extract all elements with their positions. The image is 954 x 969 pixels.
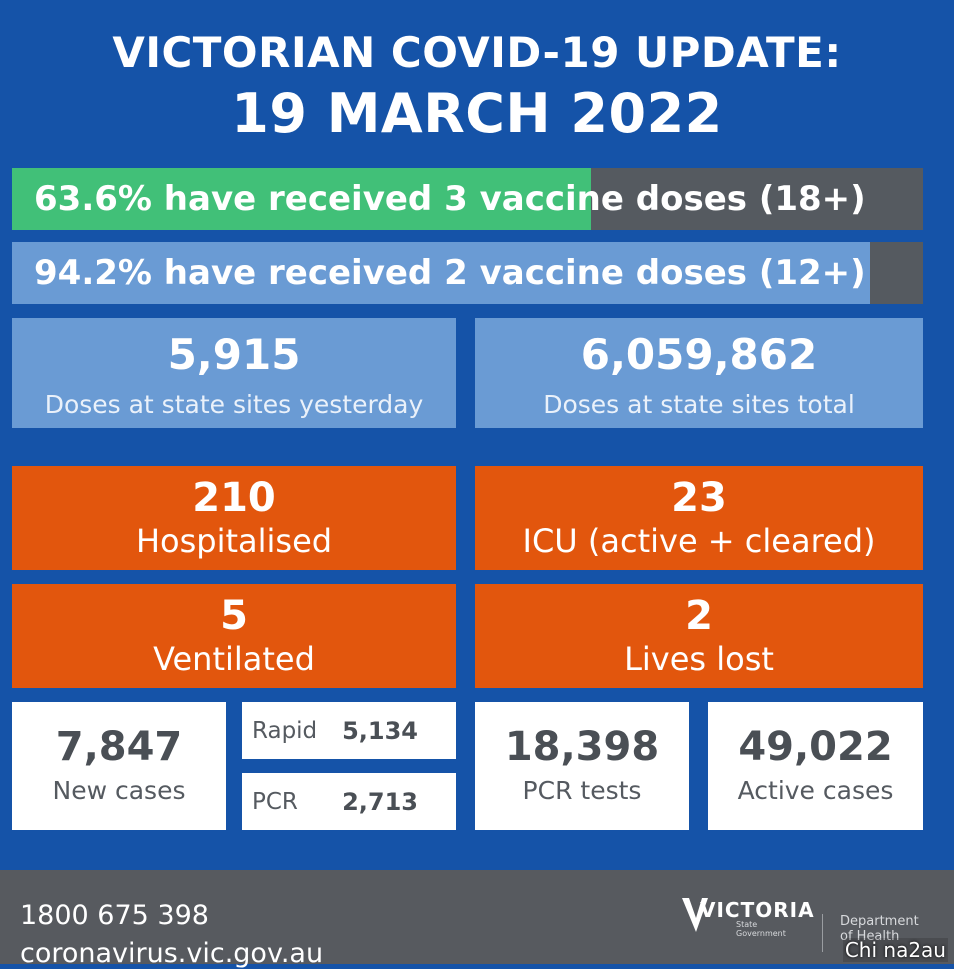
two-dose-progress-fill — [12, 242, 871, 304]
hospitalised-value: 210 — [192, 475, 276, 521]
two-dose-label: 94.2% have received 2 vaccine doses (12+… — [34, 253, 866, 293]
active-cases-label: Active cases — [737, 776, 894, 805]
doses-yesterday-value: 5,915 — [167, 330, 301, 379]
icu-value: 23 — [671, 475, 727, 521]
ventilated-panel: 5 Ventilated — [12, 584, 456, 688]
rapid-tests-panel: Rapid 5,134 — [242, 702, 456, 759]
doses-total-value: 6,059,862 — [580, 330, 818, 379]
pcr-label: PCR — [252, 788, 298, 815]
pcr-value: 2,713 — [342, 787, 418, 816]
website-link[interactable]: coronavirus.vic.gov.au — [20, 938, 324, 969]
footer: 1800 675 398 coronavirus.vic.gov.au VICT… — [0, 870, 954, 969]
department-line-1: Department — [840, 914, 919, 929]
two-dose-progress-bar: 94.2% have received 2 vaccine doses (12+… — [12, 242, 923, 304]
new-cases-label: New cases — [52, 776, 186, 805]
active-cases-value: 49,022 — [738, 724, 893, 770]
doses-total-panel: 6,059,862 Doses at state sites total — [475, 318, 923, 428]
active-cases-panel: 49,022 Active cases — [708, 702, 923, 830]
doses-total-label: Doses at state sites total — [543, 390, 855, 419]
icu-label: ICU (active + cleared) — [522, 522, 876, 560]
lives-lost-panel: 2 Lives lost — [475, 584, 923, 688]
department-of-health-logo: Department of Health — [840, 914, 919, 944]
pcr-tests-panel: 18,398 PCR tests — [475, 702, 689, 830]
pcr-tests-value: 18,398 — [504, 724, 660, 770]
ventilated-value: 5 — [220, 593, 248, 639]
new-cases-panel: 7,847 New cases — [12, 702, 226, 830]
victoria-logo: VICTORIA State Government — [680, 894, 814, 938]
phone-number: 1800 675 398 — [20, 900, 209, 931]
rapid-label: Rapid — [252, 717, 318, 744]
lives-lost-label: Lives lost — [624, 640, 774, 678]
lives-lost-value: 2 — [685, 593, 713, 639]
pcr-cases-panel: PCR 2,713 — [242, 773, 456, 830]
title-line-1: VICTORIAN COVID-19 UPDATE: — [112, 28, 842, 77]
logo-subtext-state: State — [736, 920, 758, 929]
icu-panel: 23 ICU (active + cleared) — [475, 466, 923, 570]
title-date: 19 MARCH 2022 — [231, 82, 723, 145]
hospitalised-label: Hospitalised — [135, 522, 333, 560]
rapid-value: 5,134 — [342, 716, 418, 745]
logo-subtext-government: Government — [736, 929, 786, 938]
victoria-logo-text: VICTORIA — [700, 898, 815, 922]
doses-yesterday-panel: 5,915 Doses at state sites yesterday — [12, 318, 456, 428]
ventilated-label: Ventilated — [153, 640, 315, 678]
department-line-2: of Health — [840, 929, 900, 944]
victoria-logo-subtext: State Government — [736, 920, 786, 938]
hospitalised-panel: 210 Hospitalised — [12, 466, 456, 570]
victoria-v-icon — [682, 898, 708, 932]
three-dose-label: 63.6% have received 3 vaccine doses (18+… — [34, 179, 866, 219]
pcr-tests-label: PCR tests — [522, 776, 642, 805]
three-dose-progress-fill — [12, 168, 592, 230]
new-cases-value: 7,847 — [55, 724, 183, 770]
three-dose-progress-bar: 63.6% have received 3 vaccine doses (18+… — [12, 168, 923, 230]
logo-divider — [822, 914, 823, 952]
doses-yesterday-label: Doses at state sites yesterday — [44, 390, 424, 419]
watermark: Chi na2au — [842, 938, 948, 962]
